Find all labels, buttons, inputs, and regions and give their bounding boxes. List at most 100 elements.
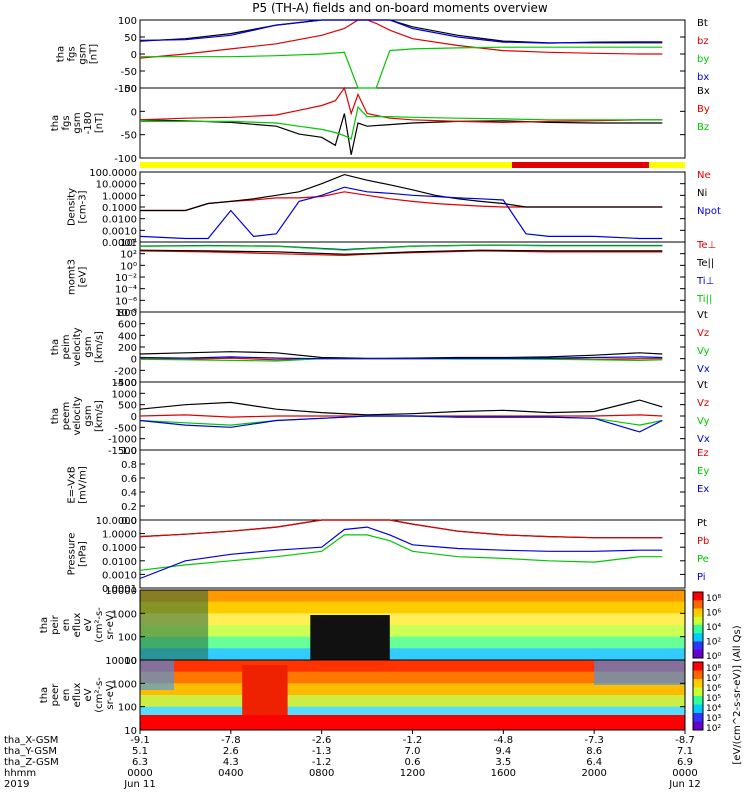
- legend-entry-bx: bx: [697, 72, 709, 83]
- x-tick-label: -9.1: [130, 735, 150, 746]
- y-axis-label: eV: [83, 618, 94, 631]
- y-axis-label: [nPa]: [78, 541, 89, 567]
- x-tick-label: 0.6: [405, 757, 421, 768]
- y-axis-label: velocity: [72, 327, 83, 366]
- series-group-4: [139, 244, 663, 257]
- legend-entry-vx: Vx: [697, 434, 710, 445]
- colorbar-tick: 10⁶: [706, 684, 721, 694]
- y-tick-label: 100: [118, 703, 137, 714]
- spectrogram-band: [140, 625, 685, 638]
- y-tick-label: -100: [114, 84, 137, 95]
- y-axis-label: en: [61, 689, 72, 702]
- y-axis-label: (cm²-s-: [94, 677, 105, 713]
- chart-title: P5 (TH-A) fields and on-board moments ov…: [252, 1, 548, 15]
- y-axis-label: peer: [50, 683, 61, 707]
- y-axis-label: [cm-3]: [78, 190, 89, 223]
- legend-entry-vt: Vt: [697, 380, 708, 391]
- y-axis-label: peir: [50, 614, 61, 634]
- y-tick-label: 0.0010: [102, 226, 137, 237]
- panel-frame: [139, 449, 686, 521]
- series-line-vx: [139, 415, 663, 433]
- legend-entry-vz: Vz: [697, 328, 709, 339]
- colorbar-cell: [693, 662, 703, 671]
- y-tick-label: 1.0000: [102, 530, 137, 541]
- legend-entry-vt: Vt: [697, 310, 708, 321]
- y-tick-label: 0.6: [121, 474, 137, 485]
- x-tick-label: Jun 11: [123, 779, 156, 790]
- y-axis-label: eV: [83, 688, 94, 701]
- series-line-ni: [140, 173, 663, 212]
- colorbar-tick: 10²: [706, 638, 721, 648]
- y-tick-label: -1000: [108, 435, 137, 446]
- legend-entry-vx: Vx: [697, 364, 710, 375]
- colorbar-cell: [693, 670, 703, 680]
- x-tick-label: 9.4: [495, 746, 511, 757]
- legend-entry-pb: Pb: [697, 536, 709, 547]
- colorbar-tick: 10⁸: [706, 594, 721, 604]
- y-tick-label: 10.0000: [96, 516, 137, 527]
- x-tick-label: 3.5: [495, 757, 511, 768]
- y-axis-label: sr-eV): [105, 610, 116, 639]
- colorbar-tick: 10⁴: [706, 704, 721, 714]
- y-axis-label: [mV/m]: [78, 466, 89, 504]
- y-tick-label: 10²: [120, 250, 137, 261]
- legend-entry-ne: Ne: [697, 170, 711, 181]
- legend-entry-vz: Vz: [697, 398, 709, 409]
- y-axis-label: (cm²-s-: [94, 607, 105, 643]
- colorbar-cell: [693, 616, 703, 626]
- colorbar-tick: 10³: [706, 714, 721, 724]
- series-group-6: [139, 399, 663, 433]
- y-tick-label: 100: [118, 16, 137, 27]
- series-line-bz: [139, 19, 663, 59]
- colorbar-frame: [692, 591, 704, 659]
- y-axis-label: peim: [61, 334, 72, 359]
- colorbar-cell: [693, 641, 703, 651]
- series-group-5: [139, 351, 663, 362]
- y-tick-label: -50: [121, 67, 137, 78]
- y-tick-label: 1.0: [121, 446, 137, 457]
- panel-3: 100.000010.00001.00000.10000.01000.00100…: [67, 168, 721, 249]
- y-tick-label: 10⁻⁶: [115, 296, 137, 307]
- y-tick-label: 100.0000: [89, 168, 137, 179]
- legend-entry-ti⊥: Ti⊥: [696, 276, 714, 287]
- colorbar-cell: [693, 592, 703, 601]
- y-tick-label: 0.2: [121, 502, 137, 513]
- x-tick-label: -7.3: [584, 735, 604, 746]
- y-axis-label: peem: [61, 402, 72, 430]
- y-axis-label: [km/s]: [94, 400, 105, 432]
- y-tick-label: 0.4: [121, 488, 137, 499]
- series-line-bt: [139, 19, 663, 44]
- spectrogram-low-counts: [310, 615, 390, 660]
- y-tick-label: -200: [114, 366, 137, 377]
- y-tick-label: 10⁰: [120, 261, 137, 272]
- mode-bar-yellow: [140, 162, 685, 168]
- legend-entry-bx: Bx: [697, 86, 710, 97]
- legend-entry-by: by: [697, 54, 709, 65]
- colorbar-tick: 10⁷: [706, 674, 721, 684]
- x-row-label: tha_Z-GSM: [4, 757, 59, 768]
- x-tick-label: 0000: [672, 768, 697, 779]
- y-tick-label: 0: [131, 107, 137, 118]
- y-axis-label: tha: [56, 46, 67, 62]
- x-row-label: tha_Y-GSM: [4, 746, 57, 757]
- y-axis-label: momt3: [67, 259, 78, 295]
- x-tick-label: 0000: [127, 768, 152, 779]
- legend-entry-npot: Npot: [697, 206, 721, 217]
- colorbar-tick: 10⁴: [706, 623, 721, 633]
- x-tick-label: 6.3: [132, 757, 148, 768]
- y-tick-label: 10000: [105, 586, 137, 597]
- x-tick-label: 1200: [400, 768, 425, 779]
- series-group-2: [139, 86, 663, 155]
- y-tick-label: 0: [131, 355, 137, 366]
- y-axis-label: tha: [50, 115, 61, 131]
- y-axis-label: eflux: [72, 683, 83, 708]
- spectrogram: [140, 590, 685, 661]
- legend-entry-bz: Bz: [697, 122, 709, 133]
- colorbar-cell: [693, 704, 703, 714]
- y-tick-label: 0.1000: [102, 543, 137, 554]
- spectrogram-band: [140, 648, 685, 661]
